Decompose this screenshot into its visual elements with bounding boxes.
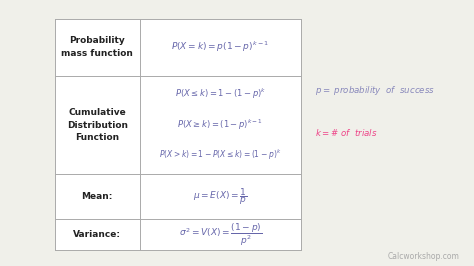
- Text: Probability
mass function: Probability mass function: [61, 36, 133, 58]
- Text: $P\left(X=k\right)=p\left(1-p\right)^{k-1}$: $P\left(X=k\right)=p\left(1-p\right)^{k-…: [172, 40, 269, 55]
- Text: $\mu=E\left(X\right)=\dfrac{1}{p}$: $\mu=E\left(X\right)=\dfrac{1}{p}$: [193, 186, 248, 207]
- Text: Mean:: Mean:: [82, 192, 113, 201]
- Text: $p =$ probability  of  success: $p =$ probability of success: [315, 84, 435, 97]
- Text: Cumulative
Distribution
Function: Cumulative Distribution Function: [67, 108, 128, 142]
- Text: $P\left(X\leq k\right)=1-\left(1-p\right)^{k}$: $P\left(X\leq k\right)=1-\left(1-p\right…: [174, 86, 266, 101]
- Text: $\sigma^{2}=V\left(X\right)=\dfrac{\left(1-p\right)}{p^{2}}$: $\sigma^{2}=V\left(X\right)=\dfrac{\left…: [179, 222, 262, 248]
- Text: $P\left(X\geq k\right)=\left(1-p\right)^{k-1}$: $P\left(X\geq k\right)=\left(1-p\right)^…: [177, 118, 264, 132]
- Text: $k = \#$ of  trials: $k = \#$ of trials: [315, 127, 378, 139]
- FancyBboxPatch shape: [55, 19, 301, 250]
- Text: $P\left(X>k\right)=1-P\left(X\leq k\right)=\left(1-p\right)^{k}$: $P\left(X>k\right)=1-P\left(X\leq k\righ…: [159, 147, 282, 162]
- Text: Variance:: Variance:: [73, 230, 121, 239]
- Text: Calcworkshop.com: Calcworkshop.com: [388, 252, 460, 261]
